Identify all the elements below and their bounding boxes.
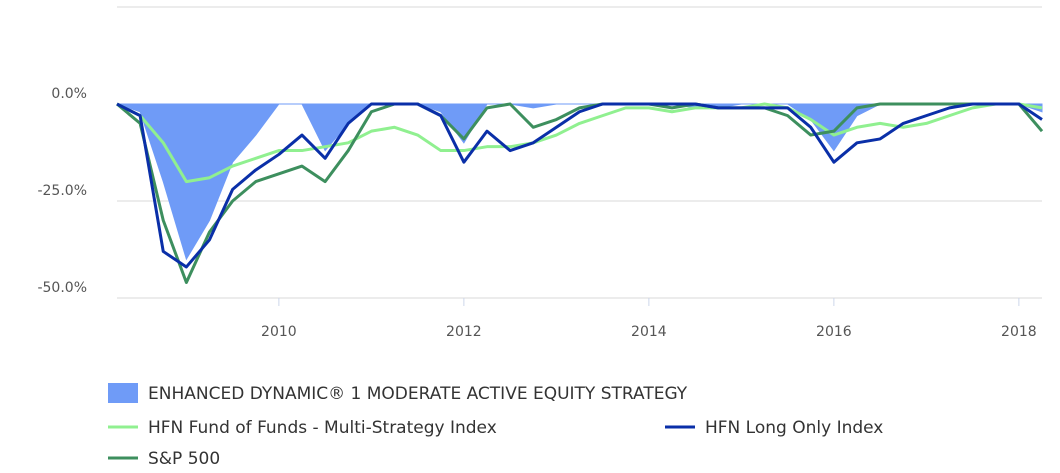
legend-label: HFN Long Only Index (705, 418, 883, 438)
line (116, 102, 1043, 269)
x-tick-label: 2016 (816, 324, 852, 340)
y-tick-label: -25.0% (37, 183, 87, 199)
x-tick-label: 2010 (261, 324, 297, 340)
x-tick-label: 2014 (631, 324, 667, 340)
legend-swatch (108, 383, 138, 403)
legend-label: S&P 500 (148, 449, 220, 469)
y-tick-label: 0.0% (51, 86, 87, 102)
line (116, 102, 1044, 284)
line (116, 102, 1043, 184)
x-tick-label: 2012 (446, 324, 482, 340)
legend-label: ENHANCED DYNAMIC® 1 MODERATE ACTIVE EQUI… (148, 384, 688, 404)
legend-label: HFN Fund of Funds - Multi-Strategy Index (148, 418, 497, 438)
y-tick-label: -50.0% (37, 280, 87, 296)
x-tick-label: 2018 (1001, 324, 1037, 340)
